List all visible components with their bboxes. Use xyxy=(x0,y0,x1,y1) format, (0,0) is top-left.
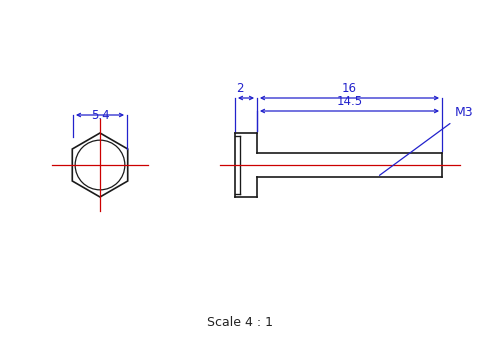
Text: 14.5: 14.5 xyxy=(336,95,362,108)
Text: 2: 2 xyxy=(236,82,244,95)
Text: 5.4: 5.4 xyxy=(90,109,110,122)
Text: Scale 4 : 1: Scale 4 : 1 xyxy=(207,315,273,329)
Text: 16: 16 xyxy=(342,82,357,95)
Text: M3: M3 xyxy=(380,106,474,175)
